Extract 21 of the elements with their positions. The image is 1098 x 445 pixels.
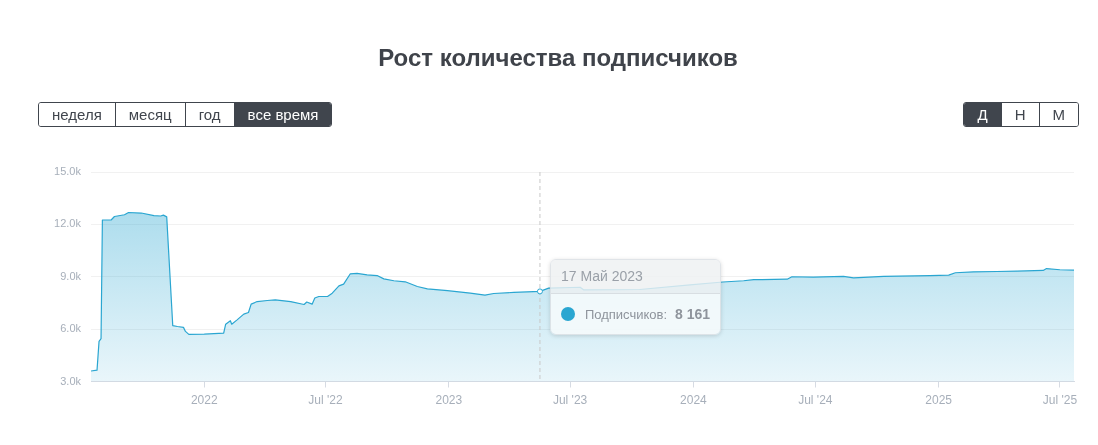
x-tick-label: Jul '24 xyxy=(798,393,833,408)
chart-title: Рост количества подписчиков xyxy=(377,44,739,72)
x-tick-label: 2023 xyxy=(435,393,463,408)
tooltip-box: 17 Май 2023 Подписчиков: 8 161 xyxy=(549,259,722,336)
legend-label: Подписчиков: xyxy=(584,306,668,322)
y-tick-label: 15.0k xyxy=(54,165,82,178)
x-tick-label: 2022 xyxy=(190,393,218,408)
y-tick-label: 3.0k xyxy=(60,374,82,387)
x-tick-label: Jul '22 xyxy=(308,393,344,408)
toggle-button: Д xyxy=(964,103,1001,126)
annotation: 17 Май 2023 xyxy=(550,260,721,295)
y-tick-label: 6.0k xyxy=(60,322,82,335)
toggle-button: М xyxy=(1038,103,1078,126)
x-tick-label: 2025 xyxy=(925,393,953,408)
data-label: 8 161 xyxy=(675,306,711,323)
y-tick-label: 12.0k xyxy=(54,217,82,230)
x-tick-label: Jul '25 xyxy=(1042,393,1078,408)
x-tick-label: Jul '23 xyxy=(552,393,588,408)
toggle-button: все время xyxy=(233,103,332,126)
y-tick-label: 9.0k xyxy=(60,269,82,282)
x-tick-label: 2024 xyxy=(680,393,708,408)
